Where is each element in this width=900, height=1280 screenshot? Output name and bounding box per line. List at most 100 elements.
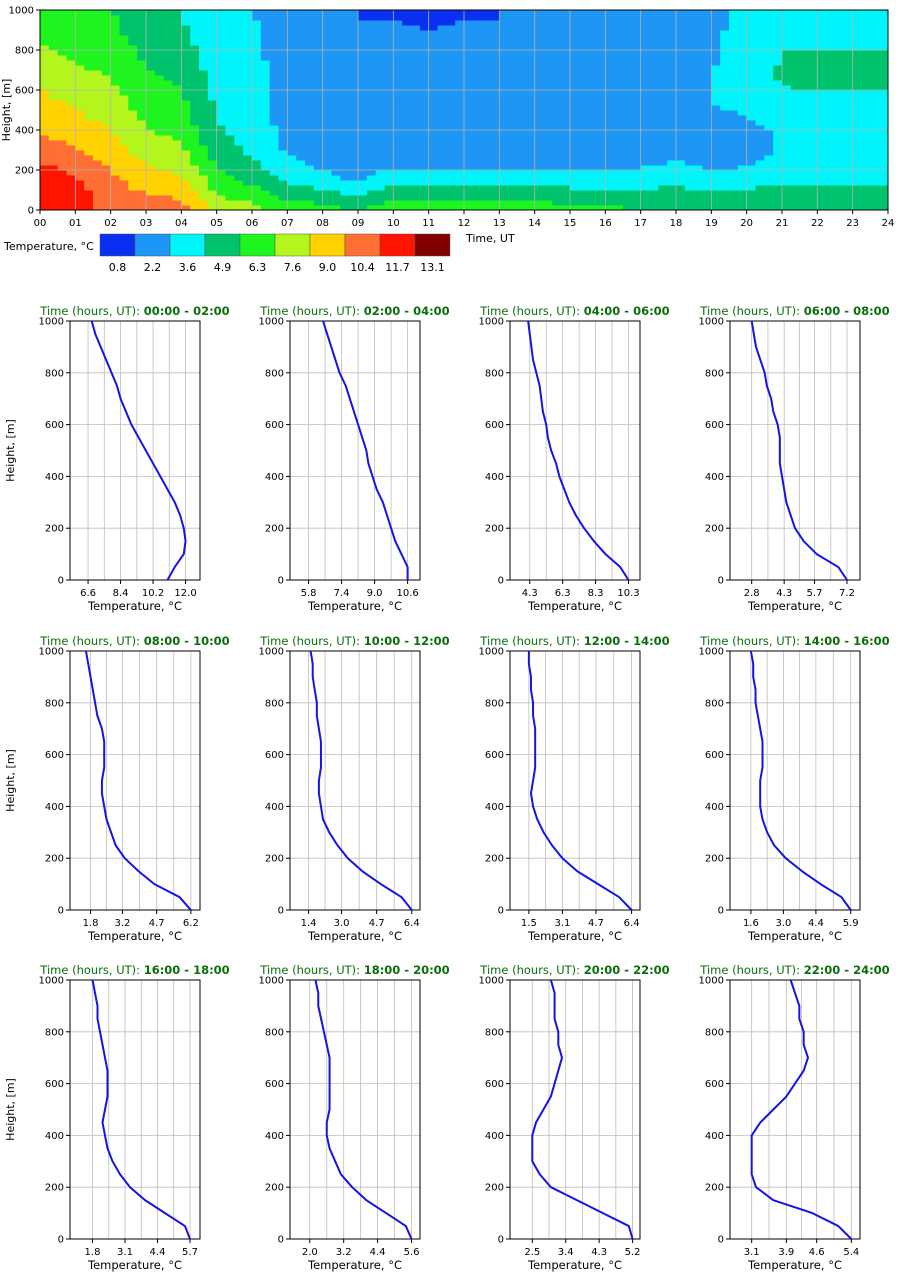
heatmap-cell xyxy=(843,10,854,16)
heatmap-cell xyxy=(455,25,465,31)
heatmap-cell xyxy=(252,90,262,96)
heatmap-cell xyxy=(269,45,279,51)
heatmap-cell xyxy=(534,30,544,36)
heatmap-cell xyxy=(649,120,659,126)
heatmap-cell xyxy=(596,180,606,186)
heatmap-cell xyxy=(543,175,553,181)
heatmap-cell xyxy=(499,15,509,21)
heatmap-cell xyxy=(75,130,85,136)
heatmap-cell xyxy=(561,105,571,111)
heatmap-cell xyxy=(216,175,226,181)
heatmap-cell xyxy=(525,160,536,166)
heatmap-cell xyxy=(128,90,138,96)
heatmap-cell xyxy=(481,40,491,46)
heatmap-cell xyxy=(260,200,271,206)
profile-title-prefix: Time (hours, UT): xyxy=(479,304,580,318)
heatmap-cell xyxy=(817,35,827,41)
heatmap-cell xyxy=(331,175,341,181)
heatmap-cell xyxy=(101,100,112,106)
heatmap-cell xyxy=(790,180,801,186)
heatmap-cell xyxy=(570,185,580,191)
heatmap-cell xyxy=(640,140,650,146)
heatmap-cell xyxy=(331,35,341,41)
heatmap-cell xyxy=(207,175,218,181)
heatmap-cell xyxy=(729,205,739,211)
heatmap-cell xyxy=(790,175,801,181)
heatmap-cell xyxy=(561,135,571,141)
heatmap-cell xyxy=(508,205,518,211)
heatmap-cell xyxy=(852,120,862,126)
heatmap-cell xyxy=(879,75,889,81)
heatmap-cell xyxy=(243,15,253,21)
heatmap-cell xyxy=(48,180,59,186)
profile-x-tick-label: 6.4 xyxy=(624,918,640,929)
heatmap-cell xyxy=(481,140,491,146)
heatmap-cell xyxy=(640,85,650,91)
heatmap-cell xyxy=(331,75,341,81)
heatmap-cell xyxy=(402,125,412,131)
heatmap-cell xyxy=(508,95,518,101)
profile-x-tick-label: 5.9 xyxy=(843,918,859,929)
heatmap-cell xyxy=(93,65,103,71)
heatmap-cell xyxy=(119,155,129,161)
heatmap-cell xyxy=(322,125,332,131)
heatmap-cell xyxy=(84,185,94,191)
heatmap-cell xyxy=(207,10,218,16)
heatmap-cell xyxy=(340,70,350,76)
heatmap-cell xyxy=(154,90,165,96)
heatmap-cell xyxy=(587,95,597,101)
heatmap-cell xyxy=(411,30,421,36)
temperature-profile-line xyxy=(90,320,187,581)
heatmap-cell xyxy=(843,140,854,146)
heatmap-cell xyxy=(755,175,765,181)
heatmap-cell xyxy=(57,60,67,66)
heatmap-cell xyxy=(605,180,615,186)
heatmap-cell xyxy=(269,120,279,126)
heatmap-cell xyxy=(260,35,271,41)
heatmap-cell xyxy=(207,75,218,81)
heatmap-cell xyxy=(631,25,642,31)
heatmap-cell xyxy=(75,145,85,151)
heatmap-cell xyxy=(402,60,412,66)
heatmap-cell xyxy=(799,160,809,166)
heatmap-cell xyxy=(84,50,94,56)
heatmap-cell xyxy=(375,185,385,191)
heatmap-cell xyxy=(48,140,59,146)
heatmap-cell xyxy=(870,190,880,196)
heatmap-cell xyxy=(269,160,279,166)
heatmap-cell xyxy=(543,150,553,156)
heatmap-cell xyxy=(163,40,173,46)
heatmap-cell xyxy=(278,90,288,96)
heatmap-cell xyxy=(340,45,350,51)
heatmap-cell xyxy=(243,60,253,66)
heatmap-cell xyxy=(163,70,173,76)
heatmap-cell xyxy=(640,100,650,106)
heatmap-cell xyxy=(181,10,191,16)
heatmap-cell xyxy=(561,195,571,201)
heatmap-cell xyxy=(260,100,271,106)
heatmap-cell xyxy=(720,140,730,146)
colorbar-swatch xyxy=(99,233,136,257)
heatmap-cell xyxy=(322,25,332,31)
heatmap-cell xyxy=(464,145,474,151)
heatmap-cell xyxy=(746,120,756,126)
colorbar-swatch xyxy=(204,233,241,257)
heatmap-cell xyxy=(437,120,447,126)
heatmap-cell xyxy=(411,95,421,101)
heatmap-cell xyxy=(843,185,854,191)
heatmap-cell xyxy=(614,15,624,21)
heatmap-cell xyxy=(128,180,138,186)
heatmap-cell xyxy=(614,110,624,116)
heatmap-cell xyxy=(561,145,571,151)
heatmap-cell xyxy=(137,175,147,181)
heatmap-cell xyxy=(340,60,350,66)
heatmap-cell xyxy=(393,115,403,121)
heatmap-cell xyxy=(843,70,854,76)
heatmap-cell xyxy=(481,115,491,121)
heatmap-cell xyxy=(782,10,792,16)
heatmap-cell xyxy=(596,85,606,91)
heatmap-cell xyxy=(75,110,85,116)
heatmap-cell xyxy=(782,35,792,41)
heatmap-cell xyxy=(826,70,836,76)
heatmap-cell xyxy=(623,145,633,151)
